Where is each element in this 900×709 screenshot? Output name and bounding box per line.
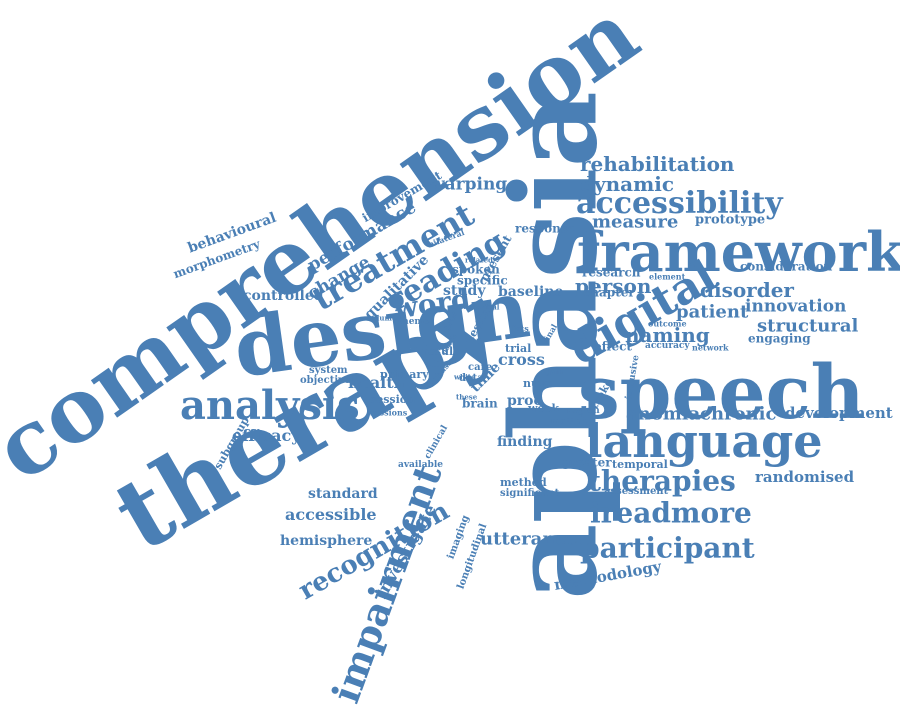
word-finding: finding <box>497 433 553 450</box>
word-efficacy: efficacy <box>232 426 301 446</box>
word-structural: structural <box>757 315 859 337</box>
word-disorder: disorder <box>700 278 794 302</box>
word-cross: cross <box>498 350 545 370</box>
word-anomia: anomia <box>626 403 701 425</box>
word-person: person <box>575 274 652 298</box>
word-consideration: consideration <box>740 259 833 274</box>
word-gain: gain <box>546 367 564 377</box>
word-greater: greater <box>562 455 612 470</box>
word-therapies: therapies <box>588 464 736 498</box>
word-controlled: controlled <box>243 287 324 304</box>
word-analysis: analysis <box>180 382 360 429</box>
word-week: week <box>528 402 560 416</box>
word-framework: framework <box>577 219 900 284</box>
word-ireadmore: ireadmore <box>590 496 752 530</box>
word-outcome: outcome <box>648 318 687 329</box>
word-measure: measure <box>592 211 679 233</box>
word-warping: warping <box>430 174 508 195</box>
word-speech: speech <box>578 349 865 436</box>
word-data: data <box>459 373 484 384</box>
word-matter: matter <box>551 416 586 427</box>
word-lexical: lexical <box>474 302 500 312</box>
word-response: response <box>515 221 576 236</box>
word-volume: volume <box>368 313 397 323</box>
word-study: study <box>443 282 486 299</box>
word-engaging: engaging <box>748 331 811 346</box>
word-brain: brain <box>462 396 498 411</box>
word-naming: naming <box>625 323 710 347</box>
word-significant: significant <box>500 488 560 499</box>
word-method: method <box>500 476 547 490</box>
word-care: care <box>468 362 493 373</box>
word-spoken: spoken <box>452 262 500 277</box>
word-objective: objective <box>300 375 351 386</box>
word-element: element <box>649 271 686 282</box>
word-these: these <box>456 392 478 402</box>
word-region: region <box>567 405 600 416</box>
word-chapter: chapter <box>583 285 635 300</box>
word-result: result <box>422 345 459 359</box>
word-utterance: utterance <box>480 528 578 550</box>
word-session: session <box>370 393 416 407</box>
word-available: available <box>398 459 443 470</box>
word-dynamic: dynamic <box>580 172 675 196</box>
word-temporal: temporal <box>612 458 668 472</box>
word-proc: proc <box>507 392 543 409</box>
word-development: development <box>785 404 893 422</box>
word-effect: effect <box>594 339 632 354</box>
word-related: related <box>465 255 493 265</box>
word-language: language <box>585 414 823 469</box>
word-clinical: clinical <box>422 423 451 461</box>
word-white: white <box>454 372 476 382</box>
word-specific: specific <box>457 273 508 288</box>
word-accessible: accessible <box>285 505 377 525</box>
word-accuracy: accuracy <box>645 340 690 351</box>
word-health: health <box>348 373 406 393</box>
word-accessibility: accessibility <box>576 186 783 221</box>
word-sessions: sessions <box>370 407 408 418</box>
word-participant: participant <box>580 531 755 565</box>
word-network: network <box>692 342 729 353</box>
word-research: research <box>582 265 641 280</box>
word-rehabilitation: rehabilitation <box>580 152 735 176</box>
word-lists: lists <box>510 323 529 334</box>
word-patient: patient <box>676 301 749 323</box>
word-trial: trial <box>505 342 532 356</box>
word-system: system <box>309 365 348 376</box>
word-baseline: baseline <box>498 283 564 300</box>
word-hemisphere: hemisphere <box>280 532 373 549</box>
word-innovation: innovation <box>745 296 847 317</box>
word-chronic: chronic <box>700 403 777 425</box>
word-theme: theme <box>398 316 430 327</box>
word-prototype: prototype <box>695 212 766 228</box>
word-randomised: randomised <box>755 468 855 486</box>
word-primary: primary <box>380 368 429 382</box>
word-assessment: assessment <box>604 486 669 497</box>
word-nuva: nuva <box>523 377 553 391</box>
word-standard: standard <box>308 485 378 502</box>
